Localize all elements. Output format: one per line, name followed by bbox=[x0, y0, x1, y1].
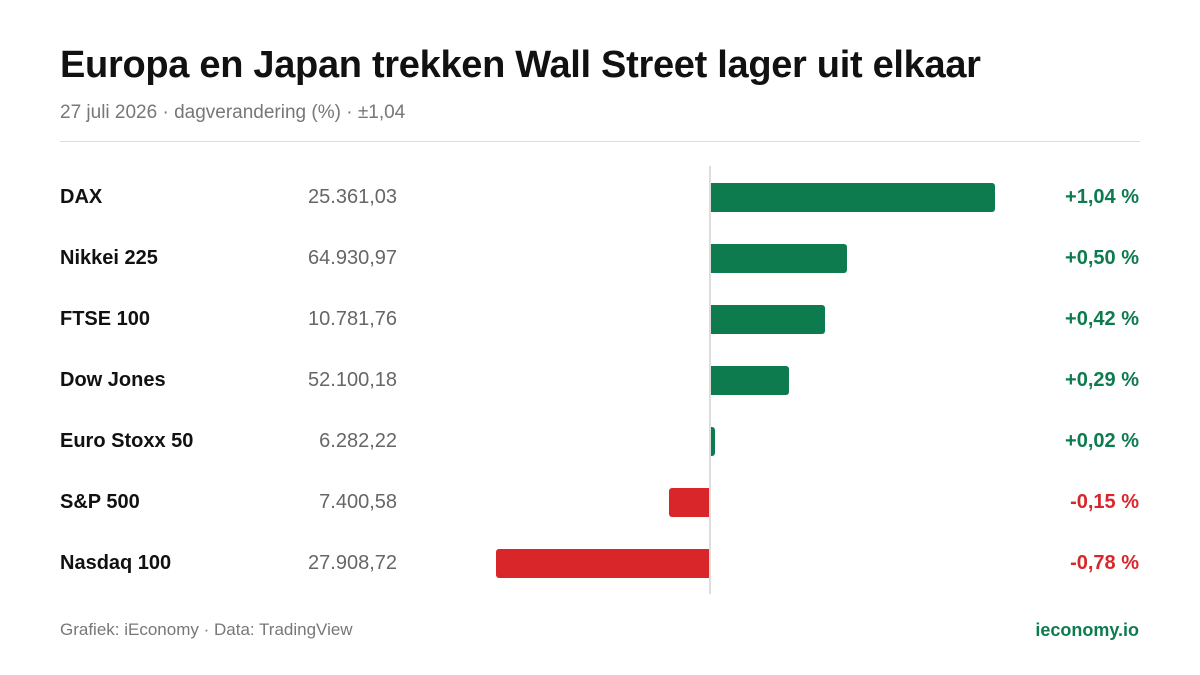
change-label: +1,04 % bbox=[1065, 186, 1139, 208]
bar-positive bbox=[710, 183, 995, 212]
change-label: +0,50 % bbox=[1065, 247, 1139, 269]
index-name: FTSE 100 bbox=[60, 308, 151, 330]
change-label: +0,02 % bbox=[1065, 430, 1139, 452]
source-credit: Grafiek: iEconomy · Data: TradingView bbox=[60, 620, 353, 639]
index-level: 64.930,97 bbox=[308, 247, 397, 269]
change-label: -0,78 % bbox=[1070, 552, 1139, 574]
bar-negative bbox=[496, 549, 710, 578]
index-level: 25.361,03 bbox=[308, 186, 397, 208]
index-level: 52.100,18 bbox=[308, 369, 397, 391]
chart-subtitle: 27 juli 2026 · dagverandering (%) · ±1,0… bbox=[60, 102, 406, 123]
index-name: Nasdaq 100 bbox=[60, 552, 172, 574]
change-label: +0,29 % bbox=[1065, 369, 1139, 391]
table-row: Dow Jones 52.100,18 +0,29 % bbox=[0, 350, 1200, 411]
index-name: Dow Jones bbox=[60, 369, 166, 391]
change-label: +0,42 % bbox=[1065, 308, 1139, 330]
table-row: DAX 25.361,03 +1,04 % bbox=[0, 167, 1200, 228]
index-name: Euro Stoxx 50 bbox=[60, 430, 194, 452]
bar-positive bbox=[710, 366, 790, 395]
index-level: 6.282,22 bbox=[319, 430, 397, 452]
table-row: S&P 500 7.400,58 -0,15 % bbox=[0, 472, 1200, 533]
brand-link[interactable]: ieconomy.io bbox=[1035, 620, 1139, 640]
bar-positive bbox=[710, 305, 826, 334]
table-row: FTSE 100 10.781,76 +0,42 % bbox=[0, 289, 1200, 350]
table-row: Nasdaq 100 27.908,72 -0,78 % bbox=[0, 533, 1200, 594]
index-level: 10.781,76 bbox=[308, 308, 397, 330]
index-level: 27.908,72 bbox=[308, 552, 397, 574]
table-row: Euro Stoxx 50 6.282,22 +0,02 % bbox=[0, 411, 1200, 472]
index-level: 7.400,58 bbox=[319, 491, 397, 513]
index-name: DAX bbox=[60, 186, 103, 208]
table-row: Nikkei 225 64.930,97 +0,50 % bbox=[0, 228, 1200, 289]
change-label: -0,15 % bbox=[1070, 491, 1139, 513]
bar-negative bbox=[668, 488, 710, 517]
zero-line bbox=[709, 166, 711, 594]
header-divider bbox=[60, 141, 1140, 142]
index-name: S&P 500 bbox=[60, 491, 140, 513]
index-name: Nikkei 225 bbox=[60, 247, 158, 269]
bar-positive bbox=[710, 244, 848, 273]
chart-title: Europa en Japan trekken Wall Street lage… bbox=[60, 44, 981, 86]
bar-positive bbox=[710, 427, 716, 456]
